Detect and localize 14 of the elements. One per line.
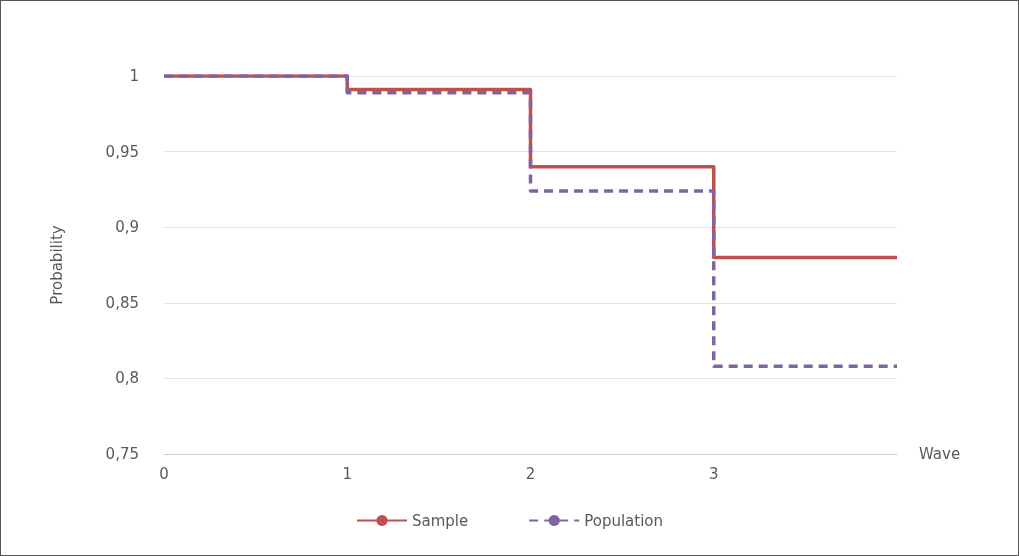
y-tick-label: 0,95 (105, 142, 139, 161)
y-axis-title: Probability (47, 225, 66, 305)
y-tick-label: 0,8 (115, 369, 139, 388)
y-tick-label: 0,75 (105, 445, 139, 463)
legend-label: Population (584, 511, 664, 530)
x-tick-label: 1 (342, 464, 353, 483)
legend-label: Sample (411, 511, 469, 530)
x-tick-label: 3 (708, 464, 719, 483)
x-axis-title: Wave (919, 445, 961, 463)
x-tick-label: 2 (525, 464, 536, 483)
y-tick-label: 0,9 (115, 218, 139, 237)
x-tick-label: 0 (159, 464, 169, 483)
y-tick-label: 1 (129, 67, 139, 85)
y-tick-label: 0,85 (105, 293, 139, 312)
